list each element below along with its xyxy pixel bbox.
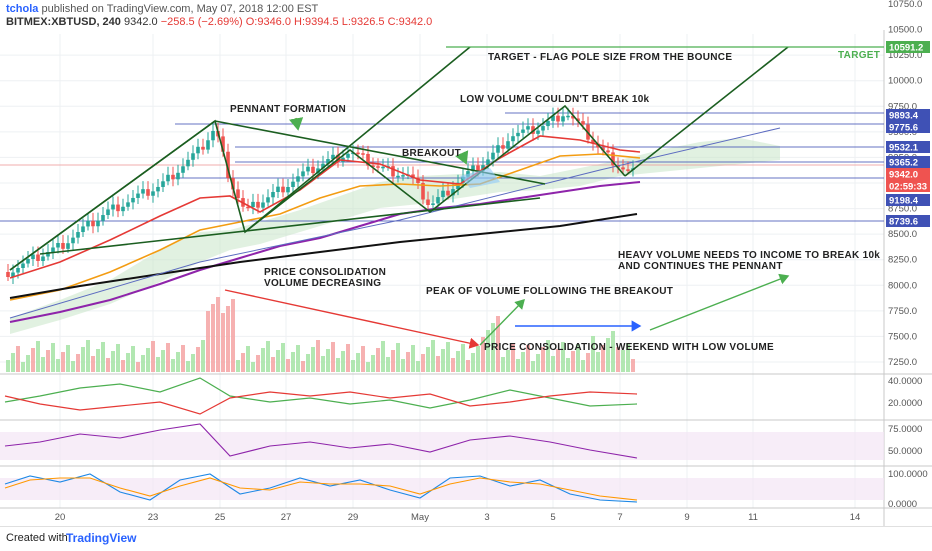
price-tick-label: 7750.0 [888,306,917,317]
price-tick-label: 7500.0 [888,331,917,342]
consolidation-annotation-1: PRICE CONSOLIDATION [264,267,386,278]
price-tag-label: 8739.6 [889,217,918,228]
ma-red [9,135,641,279]
chart[interactable]: TARGET - FLAG POLE SIZE FROM THE BOUNCE … [0,0,932,526]
time-tick-label: 11 [748,512,758,523]
indicator-tick-label: 75.0000 [888,424,922,435]
pennant-annotation: PENNANT FORMATION [230,104,346,115]
time-tick-label: 23 [148,512,159,523]
flag-pole-1 [9,120,216,271]
price-tick-label: 8500.0 [888,229,917,240]
volume-decrease-arrow [224,289,480,349]
price-tag-label: 9198.4 [889,196,919,207]
price-tag-box [886,215,930,227]
low-volume-annotation: LOW VOLUME COULDN'T BREAK 10k [460,94,650,105]
indicator-tick-label: 0.0000 [888,499,917,510]
ohlc-legend: BITMEX:XBTUSD, 240 9342.0 −258.5 (−2.69%… [6,16,432,28]
ohlc-values: O:9346.0 H:9394.5 L:9326.5 C:9342.0 [245,16,433,28]
breakout-annotation: BREAKOUT [402,148,461,159]
indicator-axes: 40.0000 20.0000 75.0000 50.0000 100.0000 0.00… [888,376,928,510]
price-tag-label: 9342.0 [889,170,918,181]
price-tick-label: 8250.0 [888,255,917,266]
price-tag-label: 9775.6 [889,123,918,134]
stoch-d-line [4,477,638,501]
time-tick-label: 29 [348,512,359,523]
price-tick-label: 10000.0 [888,76,922,87]
breakout-arrow [455,150,469,165]
price-tag-box [886,194,930,206]
created-with-label: Created with [6,532,68,544]
ma-orange [9,153,641,301]
price-tick-label: 8750.0 [888,204,917,215]
tradingview-logo[interactable]: TradingView [66,531,137,545]
breakout-highlight [460,168,500,188]
price-tag-label: 9532.1 [889,143,919,154]
indicator-tick-label: 40.0000 [888,376,922,387]
dmi-minus-line [4,391,638,415]
heavy-volume-arrow [649,273,790,331]
price-tick-label: 8000.0 [888,280,917,291]
price-tag-box [886,141,930,153]
pennant-lower-line [39,197,541,255]
price-tick-label: 9750.0 [888,101,917,112]
flag-pole-projection-1 [244,46,471,233]
price-tag-box [886,180,930,192]
price-tick-label: 10500.0 [888,25,922,36]
symbol-label[interactable]: BITMEX:XBTUSD, 240 [6,16,121,28]
time-tick-label: 27 [281,512,292,523]
volume-bars [6,297,635,372]
ichimoku-cloud [10,138,780,334]
price-change: −258.5 (−2.69%) [160,16,243,28]
flag-pole-projection-2 [624,46,789,177]
volume-peak-arrow [479,298,525,346]
price-tag-label: 9893.4 [889,111,919,122]
trend-line-blue [9,127,781,319]
published-text: published on TradingView.com, May 07, 20… [41,3,319,15]
rsi-line [4,423,638,459]
price-tag-box [886,109,930,121]
indicator-tick-label: 100.0000 [888,469,928,480]
heavy-volume-annotation-2: AND CONTINUES THE PENNANT [618,261,783,272]
footer: Created with TradingView [0,526,932,551]
time-tick-label: 25 [215,512,226,523]
time-tick-label: 20 [55,512,66,523]
grid [0,34,884,508]
ma-purple [9,181,641,323]
target-label: TARGET [838,50,880,61]
price-tag-box [886,168,930,180]
ma-black [9,213,638,299]
target-annotation: TARGET - FLAG POLE SIZE FROM THE BOUNCE [488,52,732,63]
time-axis[interactable]: 20 23 25 27 29 May 3 5 7 9 11 14 [55,512,861,523]
price-tick-label: 10250.0 [888,50,922,61]
chart-header: tchola published on TradingView.com, May… [0,0,932,30]
price-tag-label: 9365.2 [889,158,918,169]
peak-volume-annotation: PEAK OF VOLUME FOLLOWING THE BREAKOUT [426,286,673,297]
time-tick-label: 7 [617,512,622,523]
dmi-plus-line [4,377,638,409]
time-tick-label: 9 [684,512,689,523]
price-tag-box [886,41,930,53]
price-tag-box [886,121,930,133]
price-tag-label: 10591.2 [889,43,923,54]
last-price: 9342.0 [123,16,158,28]
time-tick-label: 3 [484,512,489,523]
price-tag-box [886,156,930,168]
indicator-tick-label: 20.0000 [888,398,922,409]
rsi-band [0,432,884,460]
time-tick-label: 5 [550,512,555,523]
author-name[interactable]: tchola [6,3,39,15]
time-tick-label: 14 [850,512,861,523]
publish-info: tchola published on TradingView.com, May… [6,3,318,15]
price-tick-label: 7250.0 [888,357,917,368]
time-tick-label: May [411,512,429,523]
weekend-annotation: PRICE CONSOLIDATION - WEEKEND WITH LOW V… [484,342,774,353]
consolidation-annotation-2: VOLUME DECREASING [264,278,381,289]
stoch-band [0,478,884,500]
pennant-arrow [288,117,304,131]
price-tag-label: 02:59:33 [889,182,927,193]
price-tick-label: 10750.0 [888,0,922,10]
heavy-volume-annotation-1: HEAVY VOLUME NEEDS TO INCOME TO BREAK 10… [618,250,880,261]
indicator-tick-label: 50.0000 [888,446,922,457]
